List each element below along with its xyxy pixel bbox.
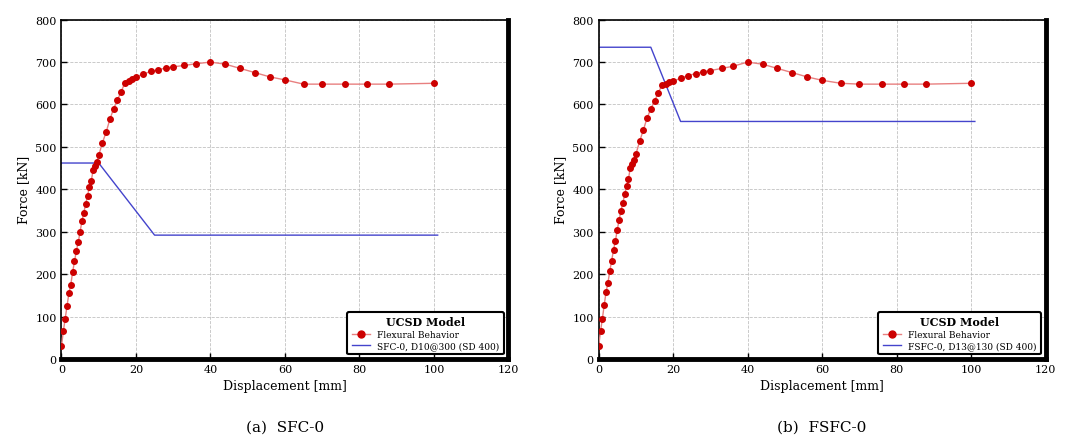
Legend: Flexural Behavior, FSFC-0, D13@130 (SD 400): Flexural Behavior, FSFC-0, D13@130 (SD 4… [879,312,1041,355]
Y-axis label: Force [kN]: Force [kN] [554,156,567,224]
Legend: Flexural Behavior, SFC-0, D10@300 (SD 400): Flexural Behavior, SFC-0, D10@300 (SD 40… [348,312,504,355]
Text: (a)  SFC-0: (a) SFC-0 [246,420,324,434]
X-axis label: Displacement [mm]: Displacement [mm] [760,380,884,392]
Text: (b)  FSFC-0: (b) FSFC-0 [778,420,867,434]
X-axis label: Displacement [mm]: Displacement [mm] [223,380,347,392]
Y-axis label: Force [kN]: Force [kN] [17,156,30,224]
